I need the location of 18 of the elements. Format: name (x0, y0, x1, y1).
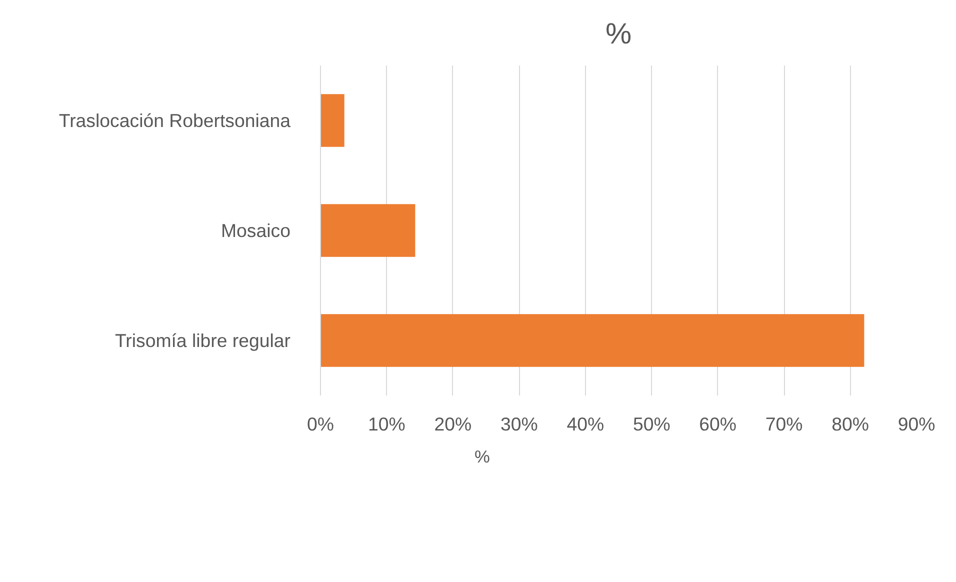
y-tick-label: Traslocación Robertsoniana (58, 110, 292, 131)
text: % (474, 446, 491, 468)
x-tick-label: 90% (898, 414, 936, 434)
bar (320, 204, 416, 257)
bar (320, 314, 864, 367)
x-tick-label: 10% (368, 414, 406, 434)
y-tick-label: Mosaico (221, 220, 291, 241)
x-tick-label: 20% (434, 414, 472, 434)
x-tick-label: 30% (500, 414, 538, 434)
x-tick-label: 70% (765, 414, 803, 434)
x-tick-label: 0% (307, 414, 334, 434)
y-tick-label: Trisomía libre regular (114, 330, 291, 351)
x-tick-label: 40% (566, 414, 604, 434)
bar (320, 94, 344, 147)
chart-title: % (605, 18, 632, 50)
x-tick-label: 80% (832, 414, 869, 434)
x-tick-label: 60% (699, 414, 737, 434)
x-tick-label: 50% (632, 414, 670, 434)
